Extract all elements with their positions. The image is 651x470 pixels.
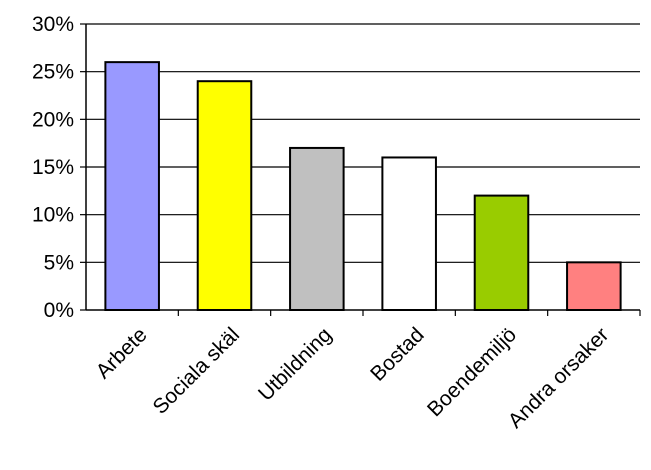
bar	[566, 261, 622, 312]
y-tick-label: 30%	[32, 13, 74, 36]
bar	[104, 61, 160, 312]
gridlines	[86, 23, 640, 263]
bar	[196, 80, 253, 311]
y-tick-label: 20%	[32, 108, 74, 131]
y-tick-label: 25%	[32, 61, 74, 84]
y-tick-labels: 0% 5% 10% 15% 20% 25% 30%	[32, 13, 74, 322]
x-category-label: Boendemiljö	[423, 323, 521, 421]
y-tick-label: 5%	[44, 251, 74, 274]
y-tick-label: 0%	[44, 299, 74, 322]
bar	[289, 146, 345, 311]
x-category-label: Bostad	[366, 323, 429, 386]
y-tick-label: 10%	[32, 204, 74, 227]
bars	[104, 61, 622, 312]
axes	[80, 23, 641, 316]
bar	[473, 194, 530, 312]
x-category-label: Sociala skäl	[149, 323, 245, 419]
x-category-label: Arbete	[92, 323, 152, 383]
y-tick-label: 15%	[32, 156, 74, 179]
bar	[381, 156, 437, 311]
x-category-label: Utbildning	[254, 323, 336, 405]
